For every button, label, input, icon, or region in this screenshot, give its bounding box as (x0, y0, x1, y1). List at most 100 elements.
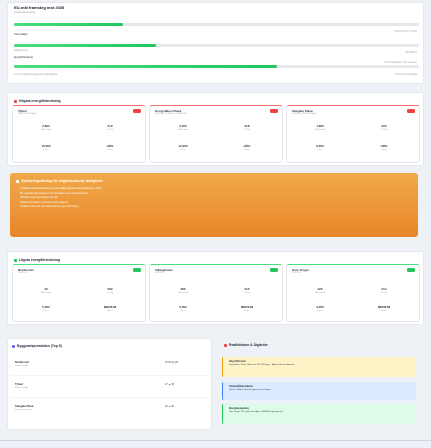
stat-value: 2,200 (179, 124, 187, 128)
performance-values: 23 H2 kg 99 (165, 361, 178, 364)
stat-label: CO2 kg (243, 129, 251, 131)
building-card-low-3[interactable]: Oslo Torget KONTOR 420 kWh/månad 014 CO2 k… (286, 264, 420, 322)
highest-title: Högsta energiförbrukning (19, 99, 61, 103)
stat-value: 8,000 (316, 144, 324, 148)
building-type: KONTOR (18, 272, 27, 274)
lightbulb-icon (16, 179, 19, 183)
stat-value: 420 (317, 287, 323, 291)
progress-row-1-right: 19 kg CO2/m² (mål 5) (394, 30, 417, 33)
building-card-high-1[interactable]: Tyfuel KONTOR 3 ETAGE 2,800 kWh/månad 019… (12, 105, 146, 163)
stat-label: Yta m² (317, 149, 323, 151)
alerts-title: Realtidslarm & Åtgärder (229, 343, 268, 347)
stat: 5,000 Yta m² (31, 305, 61, 312)
building-name: Oslo Torget (292, 268, 309, 272)
progress-bar-fill (14, 44, 156, 47)
building-card-low-1[interactable]: Nordtornet KONTOR 42 kWh/månad 009 CO2 kg … (12, 264, 146, 322)
progress-footer-left: 71 % av digitala byggnader uppkopplade (14, 73, 58, 76)
stat: 42 kWh/månad (31, 287, 61, 294)
stat-value: 1,800 (316, 124, 324, 128)
progress-bar-energy (14, 44, 419, 47)
building-name: Vikingfurnet (155, 268, 173, 272)
stat-label: CO2 kg (380, 129, 388, 131)
stat-value: 15,900 (41, 144, 51, 148)
building-card-high-3[interactable]: Stargate Plaza KONTOR, RESTAURANG 1,800 k… (286, 105, 420, 163)
stat: 8,000 Yta m² (305, 144, 335, 151)
alert-text: Oslo Torget: 14% lägre än budget · AI/BE… (229, 411, 283, 413)
status-badge (133, 268, 141, 272)
stat-label: kWh/månad (40, 292, 52, 294)
stat: 019 CO2 kg (95, 124, 125, 131)
alert-co2[interactable]: Hög CO2-nivå Kong Håkon Plaza, Mötesrum … (222, 357, 416, 377)
building-name: Stargate Plaza (292, 109, 313, 113)
stat: 15,900 Yta m² (31, 144, 61, 151)
stat: 014 CO2 kg (369, 287, 399, 294)
performance-building-type: kontor, 3 etage (15, 387, 29, 389)
stat-value: 020 (381, 124, 387, 128)
highest-title-row: Högsta energiförbrukning (14, 99, 61, 103)
stat-label: kWh/månad (177, 292, 189, 294)
progress-title: EU-mål framsteg mot 2035 (14, 5, 65, 10)
lowest-consumption-section: Lägsta energiförbrukning Nordtornet KONT… (7, 251, 424, 325)
tip-item: Byt ut gamla LED-armaturer och komplette… (20, 192, 89, 195)
stat-label: Yta m² (180, 310, 186, 312)
stat-value: HÖG (106, 144, 114, 148)
stat: MEDIUM Status (369, 305, 399, 312)
stat-label: CO2 kg (243, 292, 251, 294)
status-badge (270, 268, 278, 272)
building-name: Tyfuel (18, 109, 27, 113)
alert-savings[interactable]: Energibesparing Oslo Torget: 14% lägre ä… (222, 404, 416, 424)
performance-title-row: Byggnadsprestation (Top 5) (12, 344, 62, 348)
stat-label: kWh/månad (177, 129, 189, 131)
progress-card: EU-mål framsteg mot 2035 energieffektivi… (7, 2, 424, 84)
building-card-low-2[interactable]: Vikingfurnet KONTOR 380 kWh/månad 015 CO2 … (149, 264, 283, 322)
stat: 380 kWh/månad (168, 287, 198, 294)
stat-label: kWh/månad (314, 129, 326, 131)
tip-item: Optimera ventilation med behovsstyrd reg… (20, 201, 69, 204)
stat-value: HÖG (243, 144, 251, 148)
alert-badge (407, 109, 415, 113)
tip-item: Förbättra isolering av fönster och tak (20, 197, 58, 200)
stat-label: Status (381, 310, 387, 312)
stat-value: MEDIUM (103, 305, 117, 309)
performance-title: Byggnadsprestation (Top 5) (17, 344, 62, 348)
stat-value: 015 (244, 287, 250, 291)
stat-value: 5,000 (42, 305, 50, 309)
chart-icon (12, 344, 15, 348)
performance-building-type: kontor, restaurang (15, 409, 32, 411)
stat: HÖG Status (95, 144, 125, 151)
stat-label: Status (244, 149, 250, 151)
alert-heading: Hög CO2-nivå (229, 360, 246, 363)
stat-value: 2,800 (42, 124, 50, 128)
performance-row[interactable]: Tyfuel kontor, 3 etage 27 ▲ 95 (10, 381, 209, 398)
performance-row[interactable]: Nordtornet kontor, 4 etage 23 H2 kg 99 (10, 359, 209, 376)
stat: 009 CO2 kg (95, 287, 125, 294)
stat: 015 CO2 kg (232, 287, 262, 294)
progress-bar-fill (14, 23, 124, 26)
stat-value: 3,000 (316, 305, 324, 309)
stat-label: CO2 kg (106, 292, 114, 294)
stat: 1,800 kWh/månad (305, 124, 335, 131)
tips-title: Optimeringsförslag för högförbrukande fa… (21, 179, 103, 183)
stat-value: 014 (381, 287, 387, 291)
progress-row-3-right: 82 % fastigheter med sensorer (384, 61, 417, 64)
stat: HÖG Status (369, 144, 399, 151)
stat-label: Yta m² (317, 310, 323, 312)
progress-bar-fill (14, 65, 278, 68)
stat-value: 019 (107, 124, 113, 128)
building-name: Kong Håkon Plaza (155, 109, 182, 113)
highest-consumption-section: Högsta energiförbrukning Tyfuel KONTOR 3… (7, 92, 424, 166)
building-type: KONTOR (155, 272, 164, 274)
lowest-title: Lägsta energiförbrukning (19, 258, 61, 262)
status-badge (407, 268, 415, 272)
building-type: KONTOR 4 ETAGE, 12 ENHETER (155, 113, 188, 115)
stat: 420 kWh/månad (305, 287, 335, 294)
progress-row-1-label: CO2-utsläpp (14, 33, 28, 36)
tips-title-row: Optimeringsförslag för högförbrukande fa… (16, 179, 103, 183)
alert-maintenance[interactable]: Underhållsavvikelse Tyfuel: Luftfilter b… (222, 382, 416, 400)
building-card-high-2[interactable]: Kong Håkon Plaza KONTOR 4 ETAGE, 12 ENHE… (149, 105, 283, 163)
stat-label: CO2 kg (106, 129, 114, 131)
progress-bar-digital (14, 65, 419, 68)
stat: HÖG Status (232, 144, 262, 151)
performance-row[interactable]: Stargate Plaza kontor, restaurang 29 ▲ 9… (10, 403, 209, 420)
alerts-title-row: Realtidslarm & Åtgärder (224, 343, 268, 347)
